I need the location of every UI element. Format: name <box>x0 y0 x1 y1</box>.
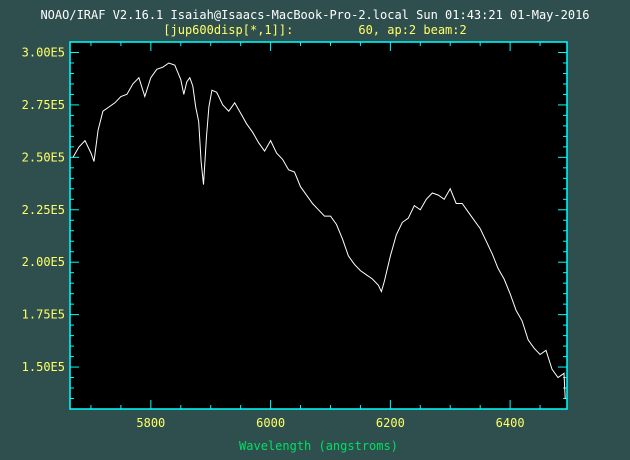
x-tick-label: 5800 <box>136 416 165 430</box>
y-tick-label: 2.50E5 <box>22 150 65 164</box>
y-tick-label: 1.50E5 <box>22 360 65 374</box>
plot-subtitle: [jup600disp[*,1]]: 60, ap:2 beam:2 <box>163 23 467 37</box>
spectrum-line <box>72 62 566 399</box>
x-axis-label: Wavelength (angstroms) <box>239 439 398 453</box>
y-tick-label: 1.75E5 <box>22 308 65 322</box>
x-tick-label: 6200 <box>376 416 405 430</box>
y-tick-label: 2.75E5 <box>22 98 65 112</box>
plot-frame <box>69 41 568 410</box>
x-tick-label: 6400 <box>496 416 525 430</box>
plot-area <box>70 42 567 409</box>
y-tick-label: 2.00E5 <box>22 255 65 269</box>
x-tick-label: 6000 <box>256 416 285 430</box>
plot-title: NOAO/IRAF V2.16.1 Isaiah@Isaacs-MacBook-… <box>40 8 590 22</box>
y-tick-label: 2.25E5 <box>22 203 65 217</box>
y-tick-label: 3.00E5 <box>22 45 65 59</box>
